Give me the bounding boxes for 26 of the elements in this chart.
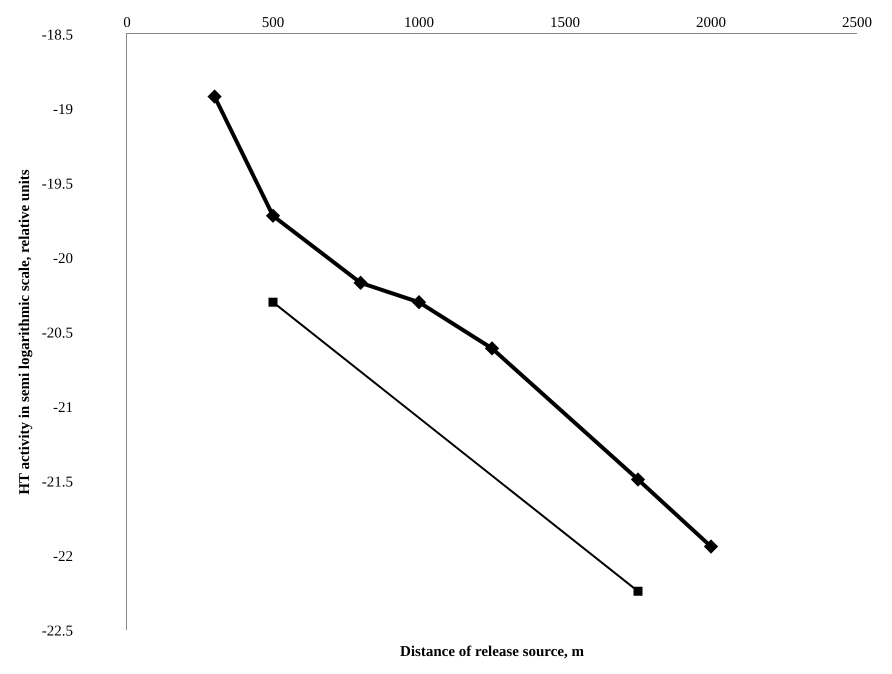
y-tick-label: -21.5	[42, 474, 73, 490]
y-tick-label: -20	[53, 250, 73, 267]
x-tick-label: 500	[262, 15, 284, 31]
y-tick-label: -18.5	[42, 27, 73, 44]
y-axis-title: HT activity in semi logarithmic scale, relative units	[17, 169, 33, 495]
point	[484, 341, 500, 356]
point	[412, 295, 426, 310]
point	[630, 472, 646, 487]
x-axis-title: Distance of release source, m	[400, 644, 584, 660]
y-tick-label: -21	[53, 400, 73, 416]
point	[207, 89, 222, 104]
y-tick-label: -22.5	[42, 623, 73, 640]
point	[353, 276, 368, 290]
y-tick-label: -22	[53, 548, 73, 565]
x-tick-label: 1500	[550, 15, 580, 31]
x-tick-label: 0	[123, 15, 131, 31]
y-tick-label: -20.5	[42, 325, 73, 342]
x-tick-label: 1000	[404, 15, 434, 31]
x-tick-label: 2500	[842, 15, 872, 31]
point	[266, 208, 280, 223]
y-tick-label: -19.5	[42, 176, 73, 192]
x-tick-label: 2000	[696, 15, 726, 31]
y-tick-label: -19	[53, 102, 73, 118]
point	[634, 586, 642, 596]
point	[268, 298, 278, 307]
point	[704, 539, 718, 554]
